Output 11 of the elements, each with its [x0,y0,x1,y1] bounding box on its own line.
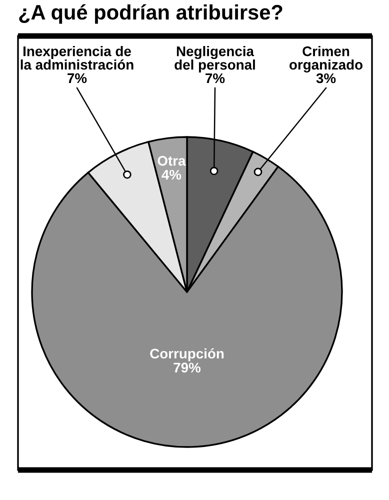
data-label: 4% [162,170,182,180]
slice-label: Otra [158,156,186,166]
slice-label: Inexperiencia de la administración [20,46,134,70]
slice-label: Crimen organizado [290,46,362,72]
data-label: 7% [206,73,225,84]
data-label: 3% [316,73,336,84]
slice-label: Negligencia del personal [174,46,255,72]
chart-title: ¿A qué podrían atribuirse? [19,4,282,24]
data-label: 79% [174,362,201,373]
data-label: 7% [68,73,87,84]
slice-label: Corrupción [150,348,224,362]
